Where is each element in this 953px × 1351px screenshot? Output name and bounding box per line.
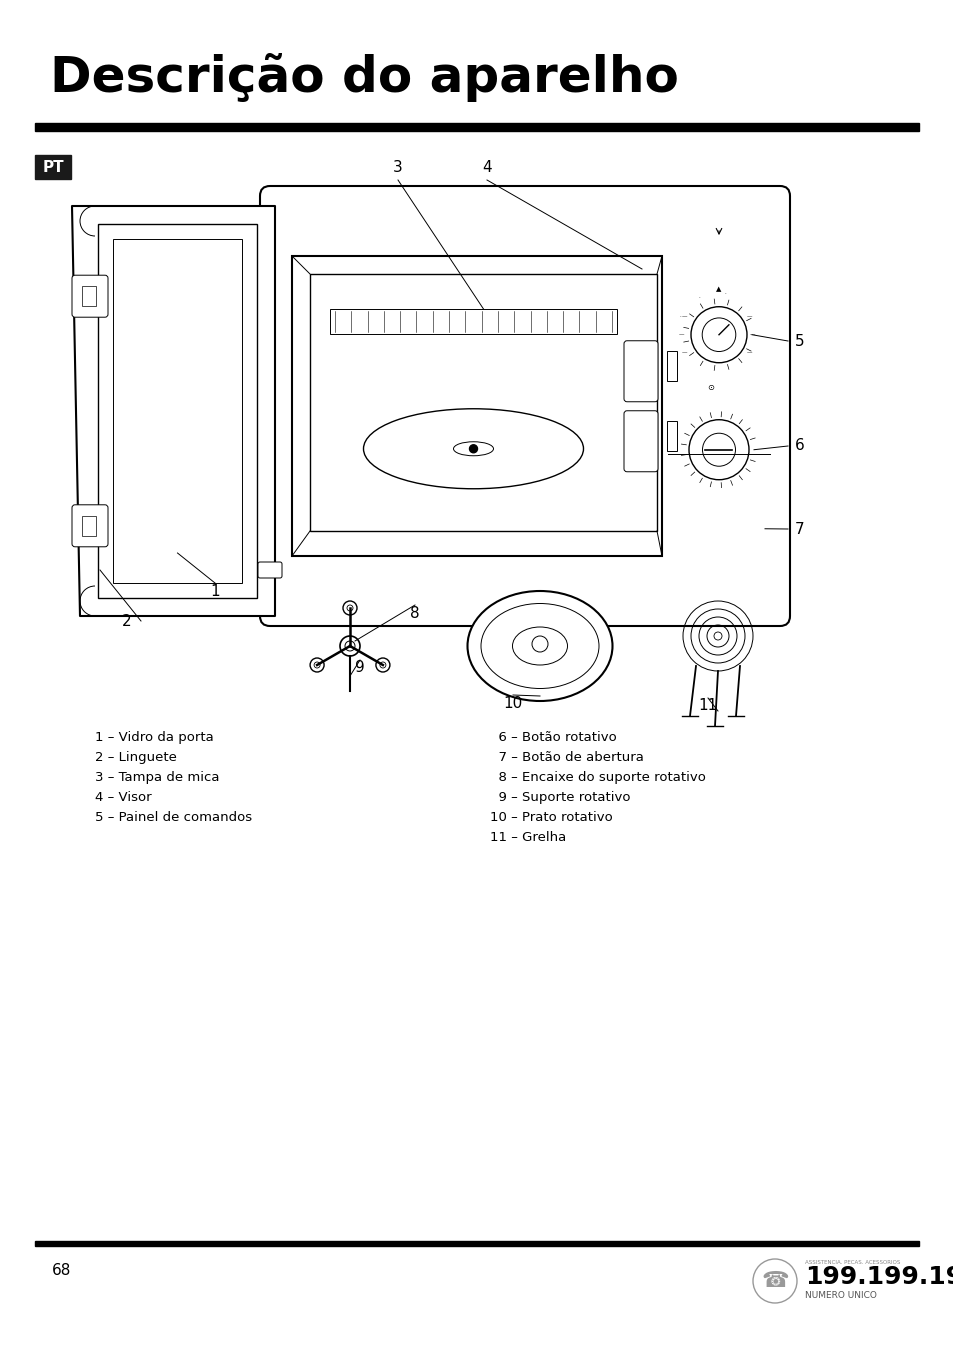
- Text: ☎: ☎: [760, 1271, 788, 1292]
- Bar: [330, 309, 617, 334]
- Text: —: —: [680, 350, 686, 355]
- Text: 1 – Vidro da porta: 1 – Vidro da porta: [95, 731, 213, 744]
- Text: —: —: [678, 332, 683, 338]
- Text: 1: 1: [210, 584, 219, 598]
- Text: 11 – Grelha: 11 – Grelha: [490, 831, 566, 844]
- Circle shape: [688, 420, 748, 480]
- Text: 5: 5: [795, 334, 804, 349]
- Text: 11: 11: [698, 698, 717, 713]
- Circle shape: [713, 632, 721, 640]
- Circle shape: [701, 434, 735, 466]
- Bar: [82, 516, 96, 536]
- FancyBboxPatch shape: [623, 411, 658, 471]
- Polygon shape: [71, 205, 274, 616]
- Text: 6: 6: [794, 439, 804, 454]
- Text: ▲: ▲: [716, 285, 720, 292]
- Text: 6 – Botão rotativo: 6 – Botão rotativo: [490, 731, 616, 744]
- Text: 10: 10: [503, 696, 522, 711]
- Text: .: .: [679, 312, 680, 317]
- Bar: [35, 123, 918, 131]
- Text: ASSISTENCIA. PECAS. ACESSORIOS: ASSISTENCIA. PECAS. ACESSORIOS: [804, 1260, 900, 1266]
- Text: 4 – Visor: 4 – Visor: [95, 790, 152, 804]
- Text: 3: 3: [393, 161, 402, 176]
- Bar: [112, 239, 242, 584]
- Ellipse shape: [512, 627, 567, 665]
- FancyBboxPatch shape: [71, 505, 108, 547]
- Text: 7 – Botão de abertura: 7 – Botão de abertura: [490, 751, 643, 765]
- Text: 4: 4: [481, 161, 492, 176]
- Circle shape: [752, 1259, 796, 1302]
- Bar: [666, 422, 677, 451]
- Text: —: —: [745, 350, 751, 355]
- Circle shape: [379, 662, 386, 667]
- Text: 8: 8: [410, 605, 419, 620]
- Text: —: —: [745, 315, 751, 319]
- Text: 10 – Prato rotativo: 10 – Prato rotativo: [490, 811, 612, 824]
- Text: 3 – Tampa de mica: 3 – Tampa de mica: [95, 771, 219, 784]
- FancyBboxPatch shape: [35, 155, 71, 178]
- Text: 2: 2: [122, 613, 132, 628]
- Text: ⊙: ⊙: [707, 384, 714, 392]
- Text: 5 – Painel de comandos: 5 – Painel de comandos: [95, 811, 252, 824]
- Text: 9 – Suporte rotativo: 9 – Suporte rotativo: [490, 790, 630, 804]
- Text: 9: 9: [355, 661, 364, 676]
- Text: .: .: [698, 295, 700, 299]
- FancyBboxPatch shape: [257, 562, 282, 578]
- Circle shape: [690, 307, 746, 362]
- Text: 2 – Linguete: 2 – Linguete: [95, 751, 176, 765]
- Circle shape: [532, 636, 547, 653]
- Circle shape: [314, 662, 320, 667]
- Ellipse shape: [363, 409, 583, 489]
- Text: —: —: [680, 315, 686, 319]
- Ellipse shape: [467, 590, 612, 701]
- Bar: [310, 274, 657, 531]
- Text: Descrição do aparelho: Descrição do aparelho: [50, 53, 679, 101]
- Bar: [98, 224, 256, 598]
- FancyBboxPatch shape: [71, 276, 108, 317]
- FancyBboxPatch shape: [623, 340, 658, 401]
- Circle shape: [347, 605, 353, 611]
- Ellipse shape: [453, 442, 493, 455]
- Bar: [82, 286, 96, 307]
- Text: —: —: [748, 332, 754, 338]
- Ellipse shape: [480, 604, 598, 689]
- Text: 7: 7: [795, 521, 804, 536]
- Circle shape: [310, 658, 324, 671]
- Bar: [666, 351, 677, 381]
- Circle shape: [375, 658, 390, 671]
- Bar: [292, 255, 661, 557]
- FancyBboxPatch shape: [260, 186, 789, 626]
- Text: 8 – Encaixe do suporte rotativo: 8 – Encaixe do suporte rotativo: [490, 771, 705, 784]
- Circle shape: [701, 317, 735, 351]
- Circle shape: [343, 601, 356, 615]
- Circle shape: [339, 636, 359, 657]
- Text: 199.199.199: 199.199.199: [804, 1265, 953, 1289]
- Text: PT: PT: [42, 159, 64, 174]
- Bar: [667, 454, 769, 604]
- Text: 68: 68: [52, 1263, 71, 1278]
- Text: NUMERO UNICO: NUMERO UNICO: [804, 1292, 876, 1301]
- Circle shape: [345, 640, 355, 651]
- Bar: [35, 1242, 918, 1246]
- Circle shape: [469, 444, 477, 453]
- Text: .: .: [724, 289, 726, 295]
